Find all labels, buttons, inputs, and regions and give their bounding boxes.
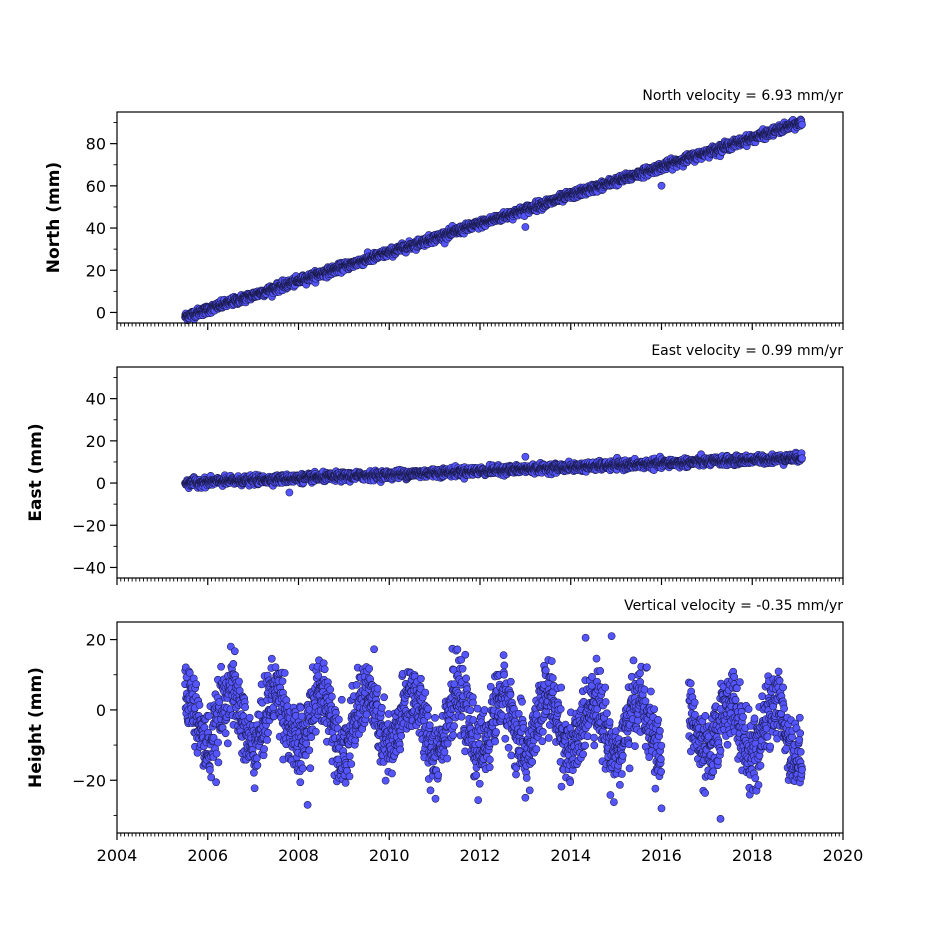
velocity-annotation: North velocity = 6.93 mm/yr [642, 88, 843, 104]
y-tick-label: 0 [96, 303, 106, 322]
y-axis-label: North (mm) [44, 162, 64, 273]
outlier-point [521, 223, 530, 231]
panel-1: 0 20 40 60 80 North (mm) North velocity = 6.93… [44, 88, 844, 330]
y-tick-label: 60 [86, 177, 106, 196]
outlier-point [657, 181, 666, 190]
data-point [798, 120, 806, 129]
y-tick-label: 80 [86, 135, 106, 154]
y-tick-label: 20 [86, 261, 106, 280]
y-tick-label: 40 [86, 219, 106, 238]
data-points [181, 115, 806, 325]
